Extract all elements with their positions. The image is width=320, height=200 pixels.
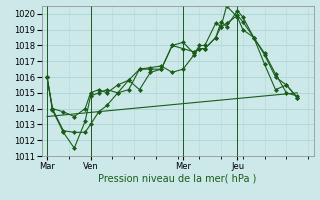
X-axis label: Pression niveau de la mer( hPa ): Pression niveau de la mer( hPa ) [99,173,257,183]
